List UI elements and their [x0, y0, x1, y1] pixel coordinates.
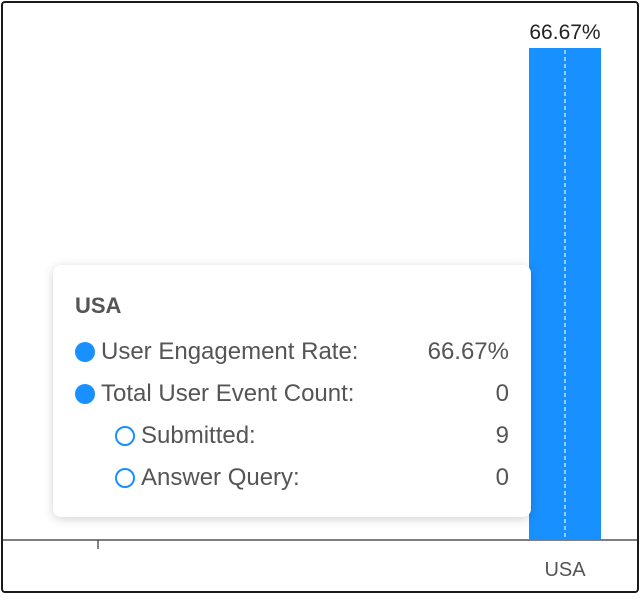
series-marker-hollow-icon [115, 426, 135, 446]
tooltip-row-submitted: Submitted: 9 [75, 415, 509, 457]
tooltip-row-value: 9 [495, 422, 509, 449]
tooltip-row-engagement-rate: User Engagement Rate: 66.67% [75, 331, 509, 373]
series-marker-hollow-icon [115, 468, 135, 488]
tooltip-row-label: Total User Event Count: [101, 380, 355, 407]
tooltip-row-label: Answer Query: [141, 464, 300, 491]
tooltip-row-answer-query: Answer Query: 0 [75, 457, 509, 499]
tooltip-row-value: 66.67% [427, 338, 509, 365]
tooltip-row-value: 0 [495, 380, 509, 407]
tooltip-row-event-count: Total User Event Count: 0 [75, 373, 509, 415]
tooltip-row-label: Submitted: [141, 422, 256, 449]
tooltip-row-value: 0 [495, 464, 509, 491]
bar-chart: 66.67% USA [3, 15, 637, 581]
x-tick-label-usa: USA [544, 559, 586, 581]
tooltip-title: USA [75, 293, 122, 318]
series-marker-filled-icon [75, 342, 95, 362]
tooltip-row-label: User Engagement Rate: [101, 338, 359, 365]
chart-frame: 66.67% USA USA User Engagement Rate: 66.6… [1, 1, 639, 593]
series-marker-filled-icon [75, 384, 95, 404]
chart-tooltip: USA User Engagement Rate: 66.67% Total U… [53, 265, 531, 517]
bar-value-label: 66.67% [529, 21, 600, 44]
